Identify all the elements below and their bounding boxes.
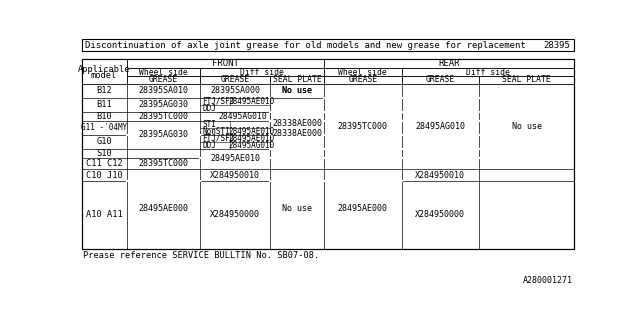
- Bar: [127, 59, 324, 68]
- Bar: [81, 59, 127, 84]
- Text: 28395AG030: 28395AG030: [138, 100, 188, 109]
- Bar: [402, 68, 575, 76]
- Text: DDJ: DDJ: [202, 104, 216, 113]
- Text: 28395TC000: 28395TC000: [138, 112, 188, 121]
- Bar: [81, 59, 575, 249]
- Text: No use: No use: [512, 122, 542, 131]
- Text: FTJ/SFJ: FTJ/SFJ: [202, 97, 235, 106]
- Text: FTJ/SFJ: FTJ/SFJ: [202, 134, 235, 143]
- Text: STI: STI: [202, 120, 216, 129]
- Text: GREASE: GREASE: [220, 76, 250, 84]
- Text: 28395TC000: 28395TC000: [338, 122, 388, 131]
- Bar: [127, 76, 200, 84]
- Text: A280001271: A280001271: [523, 276, 573, 285]
- Text: S10: S10: [96, 148, 112, 158]
- Text: REAR: REAR: [438, 59, 460, 68]
- Text: X284950000: X284950000: [210, 210, 260, 219]
- Text: 28495AE010: 28495AE010: [228, 97, 275, 106]
- Text: model: model: [91, 71, 117, 80]
- Text: X284950010: X284950010: [415, 171, 465, 180]
- Text: G11 -'04MY: G11 -'04MY: [81, 123, 127, 132]
- Text: 28495AG010: 28495AG010: [228, 140, 275, 149]
- Text: No use: No use: [282, 204, 312, 213]
- Bar: [324, 68, 402, 76]
- Text: 28338AE000: 28338AE000: [272, 119, 322, 128]
- Text: 28395SA000: 28395SA000: [210, 86, 260, 95]
- Text: 28495AE010: 28495AE010: [228, 127, 275, 136]
- Text: DDJ: DDJ: [202, 140, 216, 149]
- Text: C10 J10: C10 J10: [86, 171, 122, 180]
- Text: Prease reference SERVICE BULLTIN No. SB07-08.: Prease reference SERVICE BULLTIN No. SB0…: [83, 251, 319, 260]
- Bar: [127, 68, 200, 76]
- Bar: [200, 76, 270, 84]
- Text: G10: G10: [96, 137, 112, 146]
- Text: FRONT: FRONT: [212, 59, 239, 68]
- Text: 28495AG010: 28495AG010: [415, 122, 465, 131]
- Text: 28495AG010: 28495AG010: [218, 112, 267, 121]
- Bar: [402, 76, 479, 84]
- Bar: [479, 76, 575, 84]
- Bar: [81, 39, 575, 52]
- Bar: [200, 68, 324, 76]
- Text: B12: B12: [96, 86, 112, 95]
- Text: 28495AE010: 28495AE010: [228, 134, 275, 143]
- Text: B10: B10: [96, 112, 112, 121]
- Text: GREASE: GREASE: [148, 76, 178, 84]
- Text: Diff side: Diff side: [240, 68, 284, 77]
- Bar: [324, 59, 575, 68]
- Text: 28338AE000: 28338AE000: [272, 129, 322, 138]
- Text: A10 A11: A10 A11: [86, 210, 122, 219]
- Text: C11 C12: C11 C12: [86, 159, 122, 168]
- Text: 28395AG030: 28395AG030: [138, 130, 188, 139]
- Text: SEAL PLATE: SEAL PLATE: [273, 76, 321, 84]
- Text: X284950000: X284950000: [415, 210, 465, 219]
- Text: 28395: 28395: [544, 41, 571, 50]
- Text: 28495AE000: 28495AE000: [338, 204, 388, 213]
- Text: No use: No use: [282, 86, 312, 95]
- Text: Wheel side: Wheel side: [139, 68, 188, 77]
- Text: GREASE: GREASE: [348, 76, 378, 84]
- Text: 28495AE010: 28495AE010: [210, 155, 260, 164]
- Text: Discontinuation of axle joint grease for old models and new grease for replaceme: Discontinuation of axle joint grease for…: [84, 41, 525, 50]
- Text: 28395SA010: 28395SA010: [138, 86, 188, 95]
- Text: GREASE: GREASE: [426, 76, 455, 84]
- Text: No use: No use: [282, 86, 312, 95]
- Bar: [270, 76, 324, 84]
- Bar: [324, 76, 402, 84]
- Text: SEAL PLATE: SEAL PLATE: [502, 76, 551, 84]
- Text: NonSTI: NonSTI: [202, 127, 230, 136]
- Text: Applicable: Applicable: [78, 66, 131, 75]
- Text: 28495AE000: 28495AE000: [138, 204, 188, 213]
- Text: B11: B11: [96, 100, 112, 109]
- Text: Wheel side: Wheel side: [339, 68, 387, 77]
- Text: 28395TC000: 28395TC000: [138, 159, 188, 168]
- Text: Diff side: Diff side: [466, 68, 510, 77]
- Text: X284950010: X284950010: [210, 171, 260, 180]
